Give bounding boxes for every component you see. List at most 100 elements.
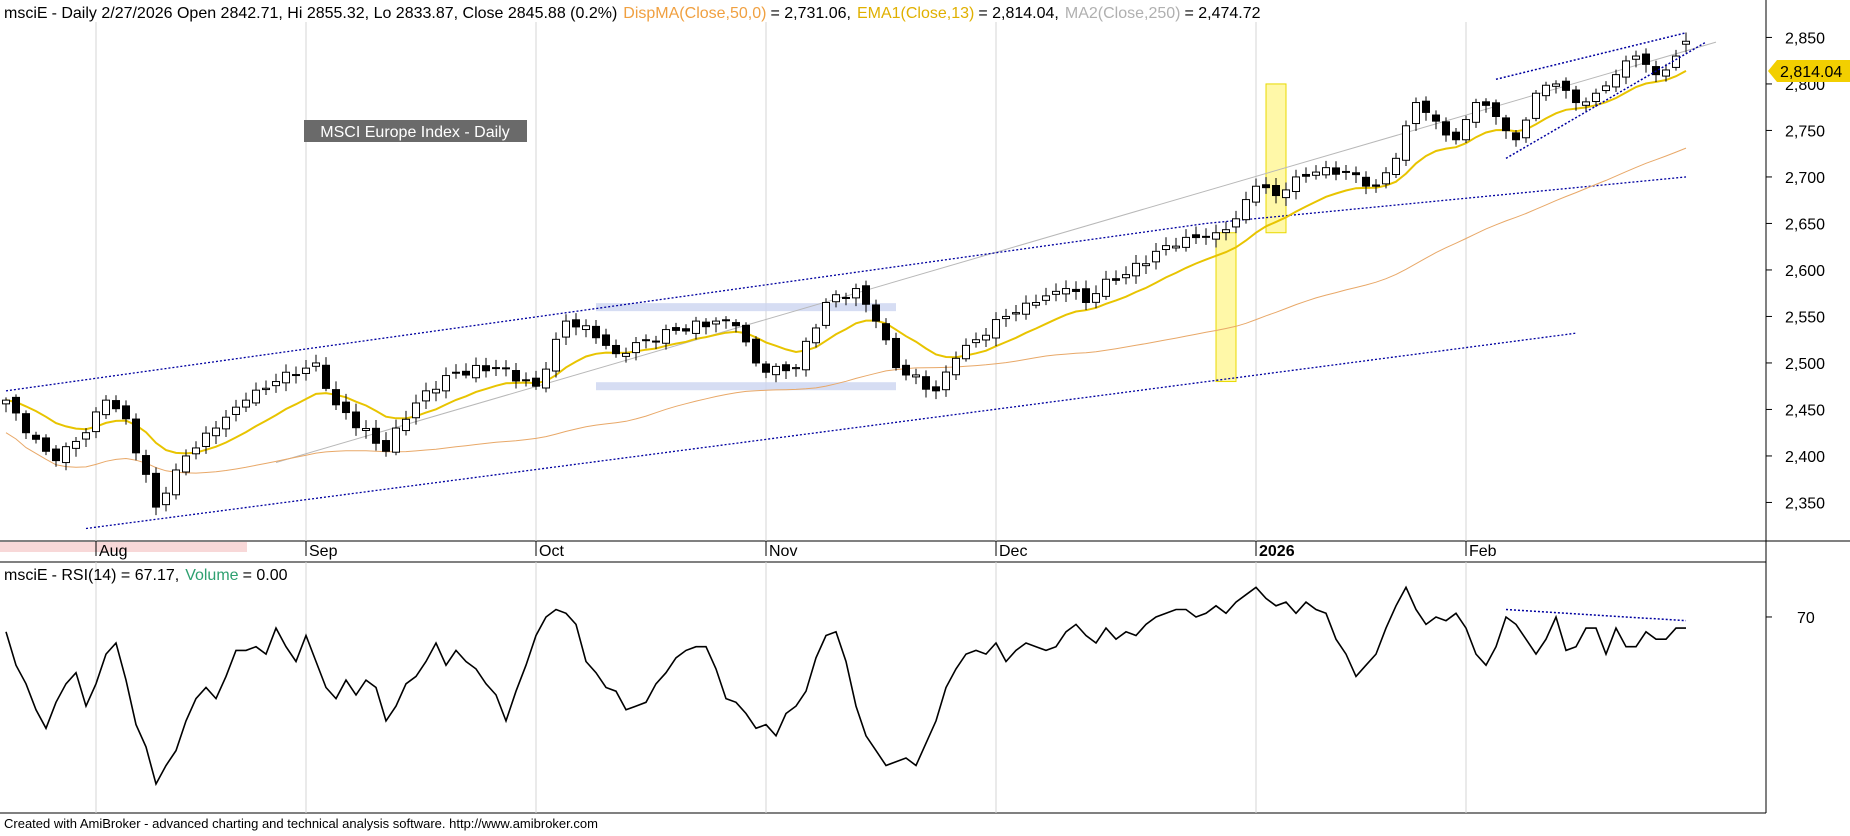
candle-body-53 <box>532 377 540 387</box>
rsi-panel: 70 <box>5 585 1815 787</box>
candle-body-122 <box>1222 229 1230 234</box>
candle-body-129 <box>1292 176 1300 193</box>
candle-body-88 <box>882 323 890 341</box>
candle-body-146 <box>1462 119 1470 141</box>
candle-body-35 <box>352 411 360 429</box>
candle-body-135 <box>1352 172 1360 176</box>
candle-body-85 <box>852 288 860 299</box>
candle-body-17 <box>172 469 180 496</box>
candle-body-42 <box>422 390 430 402</box>
candle-body-126 <box>1262 184 1270 189</box>
candle-body-21 <box>212 427 220 437</box>
candle-body-68 <box>682 328 690 332</box>
candle-body-48 <box>482 365 490 372</box>
candle-body-28 <box>282 371 290 384</box>
candle-body-51 <box>512 370 520 382</box>
price-badge-shape <box>1768 60 1850 82</box>
candle-body-74 <box>742 324 750 343</box>
candle-body-26 <box>262 387 270 391</box>
candle-body-80 <box>802 340 810 371</box>
candle-body-147 <box>1472 102 1480 123</box>
y-tick-label-5: 2,600 <box>1785 263 1825 280</box>
y-tick-label-8: 2,750 <box>1785 123 1825 140</box>
candle-body-3 <box>32 434 40 440</box>
rsi-header-volume-label: Volume <box>185 567 238 584</box>
candle-body-32 <box>322 364 330 389</box>
header-ind2-label: EMA1(Close,13) <box>857 5 974 22</box>
candle-body-36 <box>362 428 370 431</box>
candle-body-63 <box>632 342 640 354</box>
candle-body-118 <box>1182 236 1190 248</box>
candle-body-149 <box>1492 102 1500 117</box>
candle-body-71 <box>712 320 720 325</box>
candle-body-138 <box>1382 172 1390 185</box>
candle-body-61 <box>612 344 620 355</box>
candle-body-89 <box>892 337 900 369</box>
candle-body-2 <box>22 413 30 434</box>
candle-body-58 <box>582 325 590 331</box>
candle-body-90 <box>902 364 910 376</box>
candle-body-40 <box>402 418 410 432</box>
header-ind3-label: MA2(Close,250) <box>1065 5 1181 22</box>
candle-body-70 <box>702 321 710 328</box>
candle-body-44 <box>442 375 450 392</box>
candle-body-86 <box>862 285 870 305</box>
header-bar-info: - Daily 2/27/2026 Open 2842.71, Hi 2855.… <box>52 5 618 22</box>
candle-body-84 <box>842 296 850 299</box>
footer-credit: Created with AmiBroker - advanced charti… <box>4 816 598 831</box>
yellow-highlight-b <box>1265 83 1287 234</box>
wedge-top-line <box>1495 32 1687 81</box>
candle-body-16 <box>162 492 170 506</box>
y-tick-label-4: 2,550 <box>1785 309 1825 326</box>
candle-body-4 <box>42 437 50 452</box>
candle-body-116 <box>1162 245 1170 251</box>
upper-channel-line <box>5 176 1687 392</box>
rsi-header-volume-value: = 0.00 <box>243 567 288 584</box>
price-badge-text: 2,814.04 <box>1780 64 1842 81</box>
month-label-2: Oct <box>539 543 564 560</box>
candle-body-144 <box>1442 121 1450 136</box>
y-tick-label-0: 2,350 <box>1785 495 1825 512</box>
wedge-annotations <box>1495 32 1707 159</box>
candle-body-155 <box>1552 83 1560 87</box>
candle-body-47 <box>472 364 480 379</box>
candle-body-67 <box>672 327 680 331</box>
candle-body-73 <box>732 322 740 327</box>
month-label-4: Dec <box>999 543 1027 560</box>
candle-body-78 <box>782 364 790 372</box>
candle-body-108 <box>1082 288 1090 303</box>
candle-body-112 <box>1122 274 1130 279</box>
candle-body-141 <box>1412 102 1420 125</box>
annotation-label: MSCI Europe Index - Daily <box>320 124 509 141</box>
candle-body-20 <box>202 432 210 447</box>
candle-body-124 <box>1242 199 1250 221</box>
month-label-3: Nov <box>769 543 797 560</box>
candle-body-10 <box>102 399 110 416</box>
candle-body-62 <box>622 352 630 357</box>
header-symbol: msciE <box>4 5 48 22</box>
rsi-line <box>5 585 1686 787</box>
candle-body-163 <box>1632 55 1640 60</box>
date-axis-marker <box>0 542 247 552</box>
candle-body-87 <box>872 304 880 322</box>
candle-body-7 <box>72 440 80 449</box>
candle-body-33 <box>332 389 340 406</box>
ema13-line <box>5 70 1687 455</box>
candle-body-160 <box>1602 85 1610 92</box>
rsi-tick-label-0: 70 <box>1797 610 1815 627</box>
candle-body-109 <box>1092 293 1100 303</box>
candle-body-64 <box>642 339 650 342</box>
candle-body-153 <box>1532 92 1540 119</box>
candle-body-9 <box>92 411 100 433</box>
candle-body-133 <box>1332 167 1340 175</box>
candle-body-111 <box>1112 278 1120 281</box>
candle-body-117 <box>1172 245 1180 249</box>
candle-body-93 <box>932 386 940 392</box>
header-ind2-value: = 2,814.04, <box>978 5 1059 22</box>
candle-body-1 <box>12 396 20 414</box>
candle-body-75 <box>752 338 760 364</box>
candle-body-131 <box>1312 171 1320 176</box>
candle-body-156 <box>1562 80 1570 91</box>
candle-body-145 <box>1452 131 1460 141</box>
